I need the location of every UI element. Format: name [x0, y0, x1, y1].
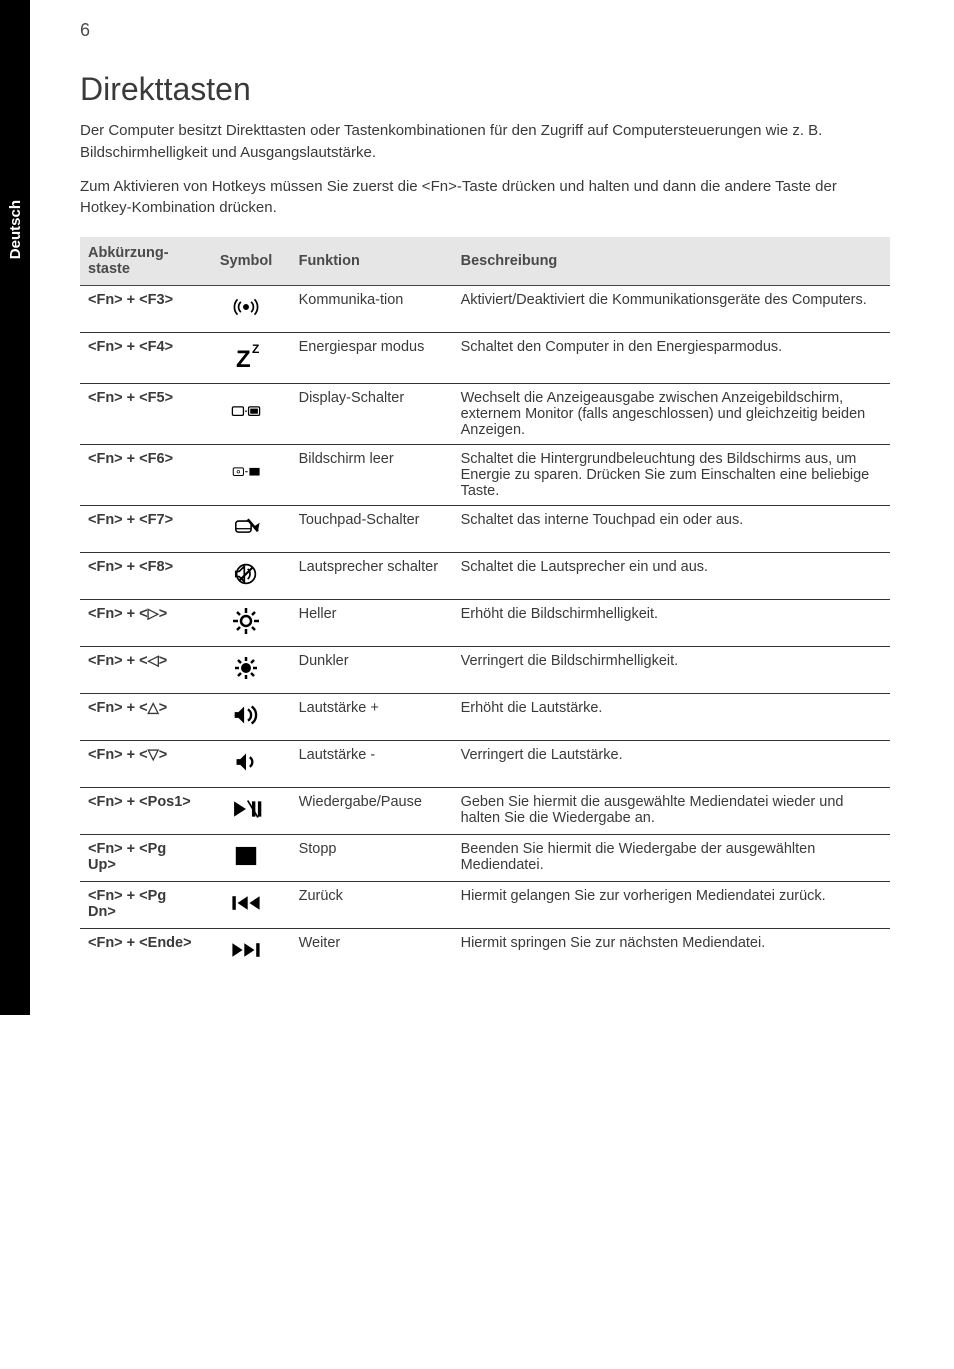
cell-symbol [202, 600, 291, 647]
svg-text:Z: Z [252, 342, 259, 356]
language-tab: Deutsch [0, 0, 30, 1015]
intro-paragraph-2: Zum Aktivieren von Hotkeys müssen Sie zu… [80, 176, 890, 220]
cell-func: Dunkler [291, 647, 453, 694]
cell-symbol [202, 788, 291, 835]
header-desc: Beschreibung [453, 237, 890, 286]
cell-desc: Schaltet den Computer in den Energiespar… [453, 333, 890, 384]
cell-desc: Erhöht die Lautstärke. [453, 694, 890, 741]
table-row: <Fn> + <Pg Up> Stopp Beenden Sie hiermit… [80, 835, 890, 882]
display-switch-icon [229, 397, 263, 427]
table-row: <Fn> + <F6> Bildschirm leer Schaltet die… [80, 445, 890, 506]
next-track-icon [229, 935, 263, 965]
cell-key: <Fn> + <Pg Dn> [80, 882, 202, 929]
table-row: <Fn> + <F5> Display-Schalter Wechselt di… [80, 384, 890, 445]
cell-desc: Wechselt die Anzeigeausgabe zwischen Anz… [453, 384, 890, 445]
cell-func: Display-Schalter [291, 384, 453, 445]
table-row: <Fn> + <F8> Lautsprecher schalter Schalt… [80, 553, 890, 600]
cell-desc: Verringert die Lautstärke. [453, 741, 890, 788]
cell-symbol [202, 835, 291, 882]
cell-key: <Fn> + <F6> [80, 445, 202, 506]
cell-key: <Fn> + <◁> [80, 647, 202, 694]
touchpad-icon [229, 512, 263, 542]
previous-track-icon [229, 888, 263, 918]
cell-symbol [202, 741, 291, 788]
cell-func: Kommunika-tion [291, 286, 453, 333]
cell-desc: Aktiviert/Deaktiviert die Kommunikations… [453, 286, 890, 333]
stop-icon [229, 841, 263, 871]
table-row: <Fn> + <△> Lautstärke + Erhöht die Lauts… [80, 694, 890, 741]
play-pause-icon [229, 794, 263, 824]
language-label: Deutsch [7, 200, 24, 259]
cell-key: <Fn> + <F7> [80, 506, 202, 553]
cell-desc: Erhöht die Bildschirmhelligkeit. [453, 600, 890, 647]
sleep-icon: Z Z [226, 339, 266, 373]
header-func: Funktion [291, 237, 453, 286]
cell-symbol [202, 882, 291, 929]
cell-func: Lautsprecher schalter [291, 553, 453, 600]
cell-desc: Schaltet die Hintergrundbeleuchtung des … [453, 445, 890, 506]
cell-func: Heller [291, 600, 453, 647]
cell-key: <Fn> + <▷> [80, 600, 202, 647]
cell-key: <Fn> + <Ende> [80, 929, 202, 976]
page-number: 6 [80, 20, 890, 41]
cell-desc: Beenden Sie hiermit die Wiedergabe der a… [453, 835, 890, 882]
cell-desc: Schaltet die Lautsprecher ein und aus. [453, 553, 890, 600]
table-row: <Fn> + <▽> Lautstärke - Verringert die L… [80, 741, 890, 788]
cell-func: Weiter [291, 929, 453, 976]
cell-symbol: Z Z [202, 333, 291, 384]
cell-desc: Hiermit springen Sie zur nächsten Medien… [453, 929, 890, 976]
cell-func: Bildschirm leer [291, 445, 453, 506]
header-symbol: Symbol [202, 237, 291, 286]
cell-func: Zurück [291, 882, 453, 929]
cell-symbol [202, 647, 291, 694]
page-title: Direkttasten [80, 71, 890, 108]
cell-symbol [202, 506, 291, 553]
cell-desc: Schaltet das interne Touchpad ein oder a… [453, 506, 890, 553]
table-row: <Fn> + <F3> Kommunika-tion Aktiviert/Dea… [80, 286, 890, 333]
cell-func: Lautstärke + [291, 694, 453, 741]
header-key: Abkürzung-staste [80, 237, 202, 286]
table-row: <Fn> + <◁> [80, 647, 890, 694]
table-row: <Fn> + <Pg Dn> Zurück Hiermit gelangen S… [80, 882, 890, 929]
cell-key: <Fn> + <Pos1> [80, 788, 202, 835]
table-row: <Fn> + <F4> Z Z Energiespar modus Schalt… [80, 333, 890, 384]
cell-symbol [202, 929, 291, 976]
screen-blank-icon [229, 458, 263, 488]
svg-text:Z: Z [236, 346, 251, 373]
cell-symbol [202, 553, 291, 600]
cell-symbol [202, 445, 291, 506]
cell-func: Energiespar modus [291, 333, 453, 384]
table-row: <Fn> + <F7> Touchpad-Schalter Schaltet d… [80, 506, 890, 553]
cell-func: Touchpad-Schalter [291, 506, 453, 553]
hotkey-table: Abkürzung-staste Symbol Funktion Beschre… [80, 237, 890, 975]
wireless-icon [229, 292, 263, 322]
table-header-row: Abkürzung-staste Symbol Funktion Beschre… [80, 237, 890, 286]
volume-up-icon [229, 700, 263, 730]
volume-down-icon [229, 747, 263, 777]
cell-key: <Fn> + <F4> [80, 333, 202, 384]
cell-desc: Hiermit gelangen Sie zur vorherigen Medi… [453, 882, 890, 929]
table-row: <Fn> + <Ende> Weiter Hiermit springen Si… [80, 929, 890, 976]
cell-key: <Fn> + <△> [80, 694, 202, 741]
table-row: <Fn> + <▷> [80, 600, 890, 647]
cell-func: Wiedergabe/Pause [291, 788, 453, 835]
speaker-mute-icon [229, 559, 263, 589]
cell-desc: Geben Sie hiermit die ausgewählte Medien… [453, 788, 890, 835]
cell-key: <Fn> + <F3> [80, 286, 202, 333]
cell-symbol [202, 286, 291, 333]
table-row: <Fn> + <Pos1> Wiedergabe/Pause Geben Sie… [80, 788, 890, 835]
cell-key: <Fn> + <F8> [80, 553, 202, 600]
intro-paragraph-1: Der Computer besitzt Direkttasten oder T… [80, 120, 890, 164]
brightness-up-icon [229, 606, 263, 636]
brightness-down-icon [229, 653, 263, 683]
cell-key: <Fn> + <Pg Up> [80, 835, 202, 882]
cell-func: Stopp [291, 835, 453, 882]
cell-key: <Fn> + <▽> [80, 741, 202, 788]
page-content: 6 Direkttasten Der Computer besitzt Dire… [30, 0, 950, 1015]
cell-symbol [202, 694, 291, 741]
cell-desc: Verringert die Bildschirmhelligkeit. [453, 647, 890, 694]
cell-func: Lautstärke - [291, 741, 453, 788]
cell-symbol [202, 384, 291, 445]
cell-key: <Fn> + <F5> [80, 384, 202, 445]
